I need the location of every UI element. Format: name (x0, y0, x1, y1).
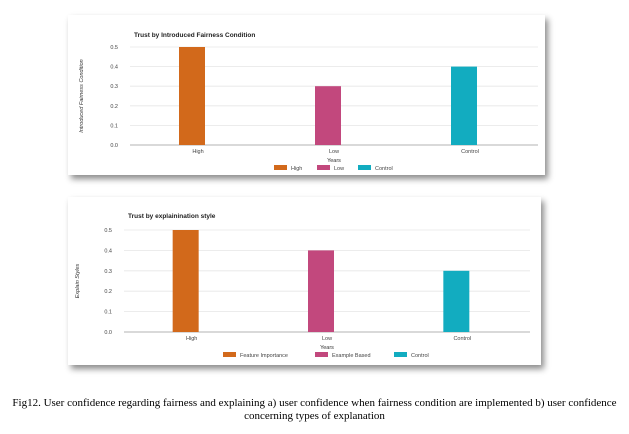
y-tick-label: 0.0 (104, 330, 112, 336)
legend-label: Feature Importance (240, 353, 288, 359)
x-axis-label: Years (320, 345, 334, 351)
bar (451, 66, 477, 145)
fairness-chart: Trust by Introduced Fairness Condition 0.… (79, 32, 538, 172)
chart-panel-explanation: Trust by explainination style 0.5 0.4 0.3 0.… (68, 197, 541, 365)
explanation-chart: Trust by explainination style 0.5 0.4 0.3 0.… (75, 213, 530, 359)
legend-label: Low (334, 166, 344, 172)
legend-label: Control (375, 166, 393, 172)
y-tick-label: 0.1 (110, 123, 118, 129)
x-tick-label: Control (453, 336, 471, 342)
y-tick-label: 0.5 (104, 228, 112, 234)
y-tick-label: 0.2 (110, 104, 118, 110)
bar (443, 270, 470, 332)
legend-label: Example Based (332, 353, 371, 359)
y-tick-label: 0.4 (110, 65, 118, 71)
bar (315, 86, 341, 145)
chart-title: Trust by explainination style (128, 213, 216, 220)
y-tick-label: 0.4 (104, 248, 112, 254)
y-tick-label: 0.3 (110, 84, 118, 90)
x-tick-label: Control (461, 149, 479, 155)
legend-swatch (358, 165, 371, 170)
chart-panel-fairness: Trust by Introduced Fairness Condition 0.… (68, 15, 545, 175)
legend-swatch (394, 352, 407, 357)
y-tick-label: 0.3 (104, 269, 112, 275)
figure-caption: Fig12. User confidence regarding fairnes… (12, 397, 617, 422)
y-tick-label: 0.2 (104, 289, 112, 295)
bar (179, 47, 205, 145)
legend-swatch (317, 165, 330, 170)
legend-label: Control (411, 353, 429, 359)
chart-title: Trust by Introduced Fairness Condition (134, 32, 255, 39)
legend-swatch (274, 165, 287, 170)
y-axis-label: Explain Styles (75, 263, 81, 298)
y-axis-label: Introduced Fairness Condition (79, 59, 85, 132)
bar (308, 250, 334, 332)
x-tick-label: Low (329, 149, 339, 155)
x-axis-label: Years (327, 158, 341, 164)
legend-swatch (315, 352, 328, 357)
y-tick-label: 0.0 (110, 143, 118, 149)
y-tick-label: 0.5 (110, 45, 118, 51)
x-tick-label: High (192, 149, 203, 155)
y-tick-label: 0.1 (104, 310, 112, 316)
x-tick-label: Low (322, 336, 332, 342)
legend-swatch (223, 352, 236, 357)
bar (172, 230, 199, 332)
legend-label: High (291, 166, 302, 172)
x-tick-label: High (186, 336, 197, 342)
